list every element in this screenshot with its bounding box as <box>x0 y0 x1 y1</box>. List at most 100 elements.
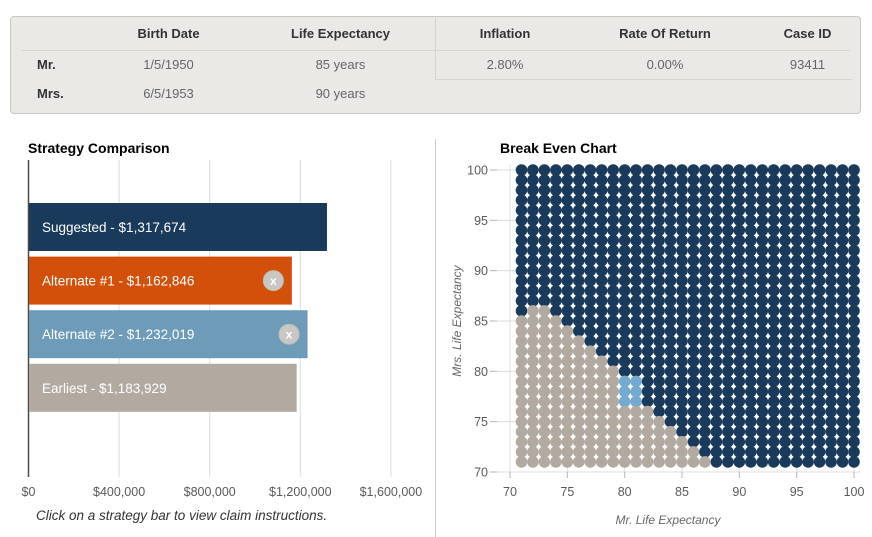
remove-strategy-button[interactable]: x <box>262 270 284 292</box>
break-even-dot <box>538 224 551 237</box>
break-even-dot <box>607 234 619 247</box>
break-even-dot <box>630 425 642 438</box>
break-even-dot <box>779 174 791 186</box>
case-settings-table: Inflation Rate Of Return Case ID 2.80% 0… <box>435 17 860 108</box>
break-even-dot <box>710 214 723 227</box>
break-even-dot <box>641 415 654 428</box>
remove-circle[interactable] <box>278 323 300 345</box>
break-even-dot <box>550 395 562 408</box>
break-even-dot <box>653 295 665 307</box>
break-even-dot <box>790 234 803 247</box>
break-even-dot <box>802 224 814 237</box>
break-even-dot <box>595 415 608 428</box>
break-even-dot <box>825 274 837 287</box>
break-even-dot <box>848 234 860 247</box>
break-even-dot <box>515 214 528 227</box>
break-even-dot <box>515 325 528 337</box>
break-even-dot <box>618 244 631 257</box>
break-even-dot <box>618 446 631 458</box>
break-even-dot <box>813 345 826 357</box>
break-even-dot <box>848 224 860 237</box>
break-even-dot <box>825 446 837 458</box>
break-even-dot <box>733 254 746 267</box>
break-even-dot <box>607 194 619 206</box>
break-even-dot <box>618 164 631 176</box>
break-even-dot <box>745 395 757 408</box>
break-even-dot <box>733 194 746 206</box>
break-even-dot <box>756 395 769 408</box>
break-even-dot <box>779 254 791 267</box>
break-even-dot <box>836 184 849 196</box>
break-even-dot <box>836 365 849 378</box>
break-even-dot <box>802 436 814 448</box>
break-even-dot <box>767 325 780 337</box>
break-even-dot <box>527 305 539 317</box>
break-even-dot <box>767 184 780 196</box>
break-even-dot <box>618 174 631 186</box>
break-even-dot <box>618 204 631 217</box>
remove-strategy-button[interactable]: x <box>278 323 300 345</box>
break-even-dot <box>641 214 654 227</box>
break-even-dot <box>561 164 574 176</box>
break-even-dot <box>515 315 528 327</box>
break-even-dot <box>710 264 723 277</box>
strategy-bar-alternate-2[interactable] <box>29 310 308 359</box>
break-even-dot <box>515 345 528 357</box>
break-even-dot <box>699 325 711 337</box>
strategy-bar-alternate-1[interactable] <box>29 256 292 305</box>
break-even-dot <box>595 214 608 227</box>
break-even-dot <box>813 164 826 176</box>
strategy-bar-suggested[interactable] <box>29 203 327 251</box>
break-even-dot <box>848 446 860 458</box>
break-even-dot <box>595 194 608 206</box>
break-even-dot <box>813 285 826 297</box>
break-even-dot <box>584 375 597 388</box>
break-even-dot <box>607 365 619 378</box>
break-even-dot <box>573 194 585 206</box>
strategy-bar-earliest[interactable] <box>29 363 297 412</box>
break-even-dot <box>515 355 528 368</box>
break-even-dot <box>745 305 757 317</box>
break-even-dot <box>595 174 608 186</box>
break-even-dot <box>584 295 597 307</box>
break-even-dot <box>653 254 665 267</box>
x-axis-label: Mr. Life Expectancy <box>615 513 721 527</box>
break-even-dot <box>676 436 688 448</box>
break-even-dot <box>687 254 700 267</box>
break-even-dot <box>813 184 826 196</box>
break-even-dot <box>515 244 528 257</box>
break-even-dot <box>790 204 803 217</box>
break-even-dot <box>676 365 688 378</box>
break-even-dot <box>767 264 780 277</box>
break-even-dot <box>527 436 539 448</box>
break-even-dot <box>813 224 826 237</box>
break-even-dot <box>664 425 677 438</box>
break-even-dot <box>699 285 711 297</box>
break-even-dot <box>836 285 849 297</box>
break-even-dot <box>745 456 757 468</box>
break-even-dot <box>676 204 688 217</box>
remove-circle[interactable] <box>262 270 284 292</box>
break-even-dot <box>664 204 677 217</box>
break-even-dot <box>618 184 631 196</box>
break-even-dot <box>653 436 665 448</box>
break-even-dot <box>722 456 734 468</box>
break-even-dot <box>722 264 734 277</box>
break-even-dot <box>848 395 860 408</box>
break-even-dot <box>664 305 677 317</box>
break-even-dot <box>699 234 711 247</box>
break-even-dot <box>538 295 551 307</box>
break-even-dot <box>630 285 642 297</box>
break-even-dot <box>550 234 562 247</box>
break-even-dot <box>802 385 814 398</box>
break-even-dot <box>630 345 642 357</box>
y-axis-label: Mrs. Life Expectancy <box>450 265 464 377</box>
break-even-dot <box>802 425 814 438</box>
break-even-dot <box>607 446 619 458</box>
break-even-dot <box>538 244 551 257</box>
break-even-dot <box>515 234 528 247</box>
break-even-dot <box>538 436 551 448</box>
break-even-dot <box>699 335 711 347</box>
break-even-dot <box>550 305 562 317</box>
break-even-dot <box>676 345 688 357</box>
